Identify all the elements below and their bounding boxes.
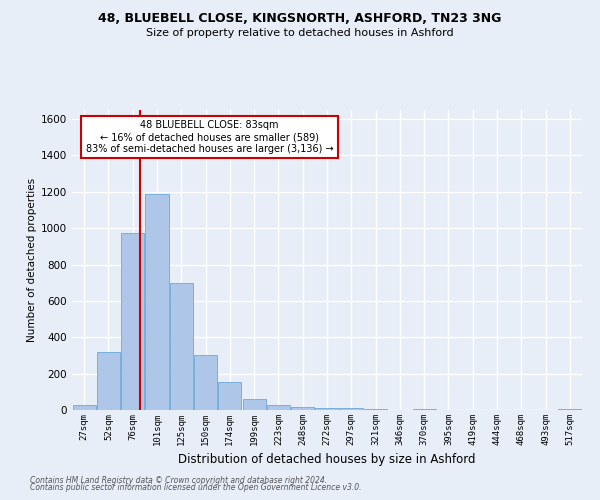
Y-axis label: Number of detached properties: Number of detached properties: [27, 178, 37, 342]
Bar: [194, 354, 217, 410]
Bar: [559, 408, 581, 410]
Text: 48, BLUEBELL CLOSE, KINGSNORTH, ASHFORD, TN23 3NG: 48, BLUEBELL CLOSE, KINGSNORTH, ASHFORD,…: [98, 12, 502, 26]
Bar: [145, 194, 169, 410]
Bar: [242, 399, 266, 410]
Bar: [291, 408, 314, 410]
X-axis label: Distribution of detached houses by size in Ashford: Distribution of detached houses by size …: [178, 454, 476, 466]
Bar: [121, 232, 144, 410]
Bar: [364, 408, 387, 410]
Bar: [340, 408, 363, 410]
Bar: [97, 352, 120, 410]
Bar: [316, 408, 338, 410]
Bar: [413, 408, 436, 410]
Text: 48 BLUEBELL CLOSE: 83sqm
← 16% of detached houses are smaller (589)
83% of semi-: 48 BLUEBELL CLOSE: 83sqm ← 16% of detach…: [86, 120, 334, 154]
Text: Contains public sector information licensed under the Open Government Licence v3: Contains public sector information licen…: [30, 484, 361, 492]
Bar: [73, 406, 95, 410]
Bar: [267, 406, 290, 410]
Text: Contains HM Land Registry data © Crown copyright and database right 2024.: Contains HM Land Registry data © Crown c…: [30, 476, 327, 485]
Bar: [170, 282, 193, 410]
Text: Size of property relative to detached houses in Ashford: Size of property relative to detached ho…: [146, 28, 454, 38]
Bar: [218, 382, 241, 410]
